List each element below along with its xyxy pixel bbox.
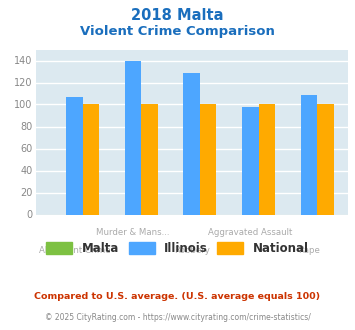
Text: Robbery: Robbery [174,246,210,255]
Text: Violent Crime Comparison: Violent Crime Comparison [80,25,275,38]
Text: Aggravated Assault: Aggravated Assault [208,228,293,237]
Bar [125,60,141,214]
Bar [141,105,158,214]
Bar [184,73,200,214]
Text: All Violent Crime: All Violent Crime [39,246,110,255]
Text: Compared to U.S. average. (U.S. average equals 100): Compared to U.S. average. (U.S. average … [34,292,321,301]
Legend: Malta, Illinois, National: Malta, Illinois, National [42,237,313,260]
Bar [242,107,258,214]
Bar [258,105,275,214]
Bar [317,105,334,214]
Bar [66,97,83,214]
Text: © 2025 CityRating.com - https://www.cityrating.com/crime-statistics/: © 2025 CityRating.com - https://www.city… [45,314,310,322]
Text: Murder & Mans...: Murder & Mans... [96,228,170,237]
Bar [301,95,317,214]
Bar [83,105,99,214]
Bar [200,105,216,214]
Text: 2018 Malta: 2018 Malta [131,8,224,23]
Text: Rape: Rape [298,246,320,255]
